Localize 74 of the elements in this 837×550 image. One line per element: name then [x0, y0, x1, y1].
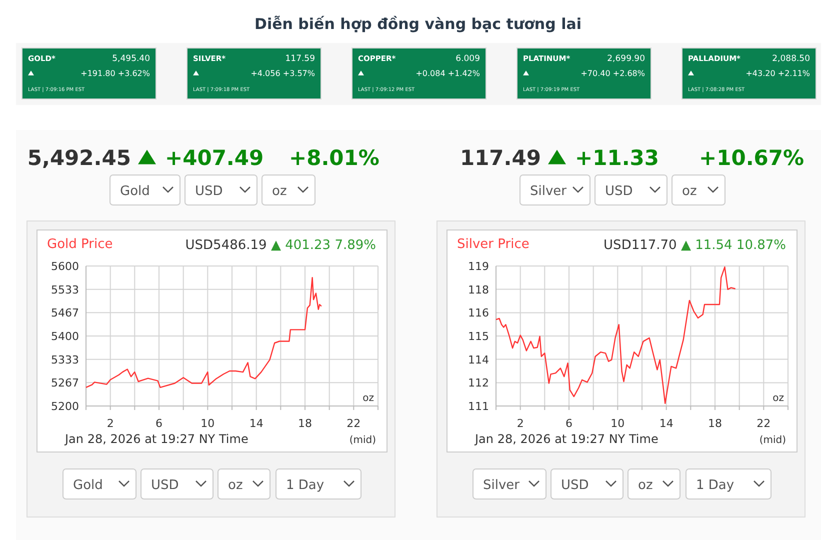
text: +407.49 — [165, 146, 264, 170]
text: oz — [228, 478, 243, 493]
y-tick-label: 5400 — [51, 330, 79, 343]
text: +191.80 — [80, 69, 116, 78]
text: +3.57% — [282, 69, 315, 78]
text: USD — [605, 184, 633, 199]
y-tick-label: 5267 — [51, 376, 79, 390]
text: oz — [682, 184, 697, 199]
text: +11.33 — [575, 146, 660, 170]
text: Silver — [483, 478, 520, 493]
text: (mid) — [759, 435, 786, 446]
text: 2,088.50 — [772, 54, 810, 64]
chart-subtitle: USD5486.19 ▲ 401.23 7.89% — [185, 238, 376, 253]
text: 117.59 — [285, 54, 315, 64]
text: Gold — [73, 478, 103, 493]
text: 2,699.90 — [607, 54, 645, 64]
text: 5,492.45 — [27, 146, 131, 170]
y-tick-label: 119 — [468, 260, 489, 273]
text: Diễn biến hợp đồng vàng bạc tương lai — [254, 15, 582, 33]
annotation: oz — [772, 393, 784, 404]
text: Gold — [120, 184, 150, 199]
text: USD — [195, 184, 223, 199]
text: +2.11% — [778, 69, 810, 78]
text: +4.056 — [250, 69, 280, 78]
x-tick-label: 18 — [708, 417, 722, 430]
text: 1 Day — [696, 478, 734, 493]
line-series — [85, 276, 322, 388]
text: +70.40 — [580, 69, 610, 78]
text: +10.67% — [699, 146, 804, 170]
x-tick-label: 10 — [200, 417, 215, 430]
x-tick-label: 14 — [659, 417, 674, 430]
y-tick-label: 115 — [468, 330, 489, 343]
line-series — [495, 266, 736, 404]
x-tick-label: 14 — [249, 417, 264, 430]
text: oz — [638, 478, 653, 493]
text: oz — [272, 184, 287, 199]
chart-subtitle: USD117.70 ▲ 11.54 10.87% — [604, 238, 786, 253]
x-tick-label: 10 — [610, 417, 625, 430]
text: 6.009 — [456, 54, 480, 64]
text: +43.20 — [746, 69, 776, 78]
text: 1 Day — [286, 478, 324, 493]
text: +0.084 — [416, 69, 446, 78]
text: Jan 28, 2026 at 19:27 NY Time — [64, 432, 248, 446]
y-tick-label: 5200 — [51, 400, 79, 413]
text: USD — [561, 478, 589, 493]
y-tick-label: 116 — [468, 306, 489, 320]
chart-title: Silver Price — [457, 237, 530, 252]
y-tick-label: 5600 — [51, 260, 79, 273]
text: 117.49 — [460, 146, 541, 170]
annotation: oz — [362, 393, 374, 404]
text: +3.62% — [118, 69, 150, 78]
x-tick-label: 6 — [566, 417, 572, 430]
y-tick-label: 5467 — [51, 306, 79, 320]
text: (mid) — [349, 435, 376, 446]
text: 5,495.40 — [112, 54, 150, 64]
y-tick-label: 112 — [468, 376, 489, 390]
y-tick-label: 111 — [468, 400, 489, 413]
text: +2.68% — [612, 69, 645, 78]
text: Silver — [530, 184, 568, 199]
x-tick-label: 2 — [106, 417, 114, 430]
x-tick-label: 22 — [756, 417, 771, 430]
text: +1.42% — [448, 69, 480, 78]
x-tick-label: 6 — [156, 417, 162, 430]
text: USD — [151, 478, 179, 493]
x-tick-label: 18 — [298, 417, 312, 430]
y-tick-label: 114 — [468, 353, 489, 366]
y-tick-label: 5533 — [51, 283, 79, 296]
x-tick-label: 22 — [346, 417, 361, 430]
chart-title: Gold Price — [47, 237, 113, 252]
y-tick-label: 5333 — [51, 353, 79, 366]
text: Jan 28, 2026 at 19:27 NY Time — [474, 432, 658, 446]
y-tick-label: 118 — [468, 283, 489, 296]
x-tick-label: 2 — [516, 417, 524, 430]
text: +8.01% — [289, 146, 380, 170]
